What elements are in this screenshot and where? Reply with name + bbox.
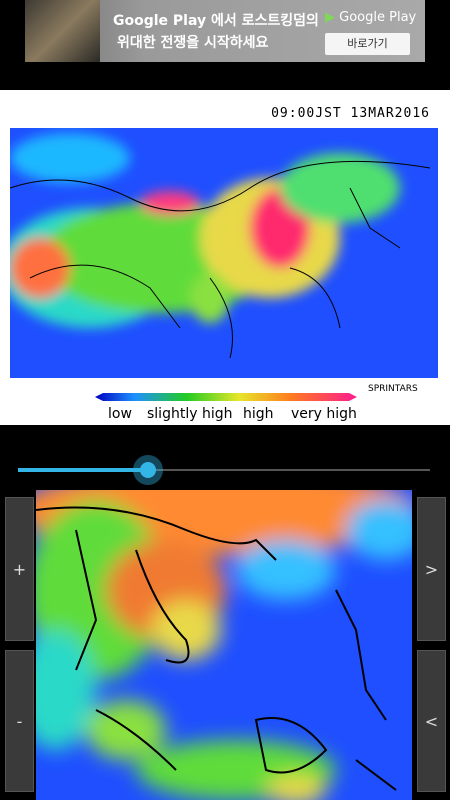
ad-image (25, 0, 100, 62)
coastlines (10, 160, 431, 359)
ad-banner[interactable]: Google Play 에서 로스트킹덤의 위대한 전쟁을 시작하세요 ▶ Go… (25, 0, 425, 62)
next-button[interactable]: > (417, 497, 446, 641)
zoomed-map[interactable] (36, 490, 412, 800)
zoom-out-button[interactable]: - (5, 650, 34, 792)
overview-map[interactable] (10, 128, 438, 378)
credit: SPRINTARS (368, 384, 418, 394)
legend-label: high (243, 406, 274, 422)
ad-text: Google Play 에서 로스트킹덤의 (113, 13, 319, 29)
slider-fill (18, 468, 148, 472)
slider-thumb[interactable] (133, 455, 163, 485)
timestamp: 09:00JST 13MAR2016 (271, 106, 430, 121)
store-label: ▶ Google Play (325, 10, 416, 25)
ad-text: 위대한 전쟁을 시작하세요 (117, 35, 269, 51)
zoom-in-button[interactable]: + (5, 497, 34, 641)
ad-button[interactable]: 바로가기 (325, 33, 410, 55)
legend-label: low (108, 406, 132, 422)
coastlines (36, 506, 397, 791)
store-name: Google Play (339, 10, 417, 25)
color-scale (95, 393, 357, 401)
scale-bar (95, 393, 357, 401)
play-icon: ▶ (325, 10, 335, 25)
slider-track[interactable] (18, 469, 430, 471)
aerosol-field (10, 133, 400, 328)
prev-button[interactable]: < (417, 650, 446, 792)
aerosol-field (36, 490, 412, 800)
legend-label: slightly high (147, 406, 233, 422)
legend-label: very high (291, 406, 357, 422)
